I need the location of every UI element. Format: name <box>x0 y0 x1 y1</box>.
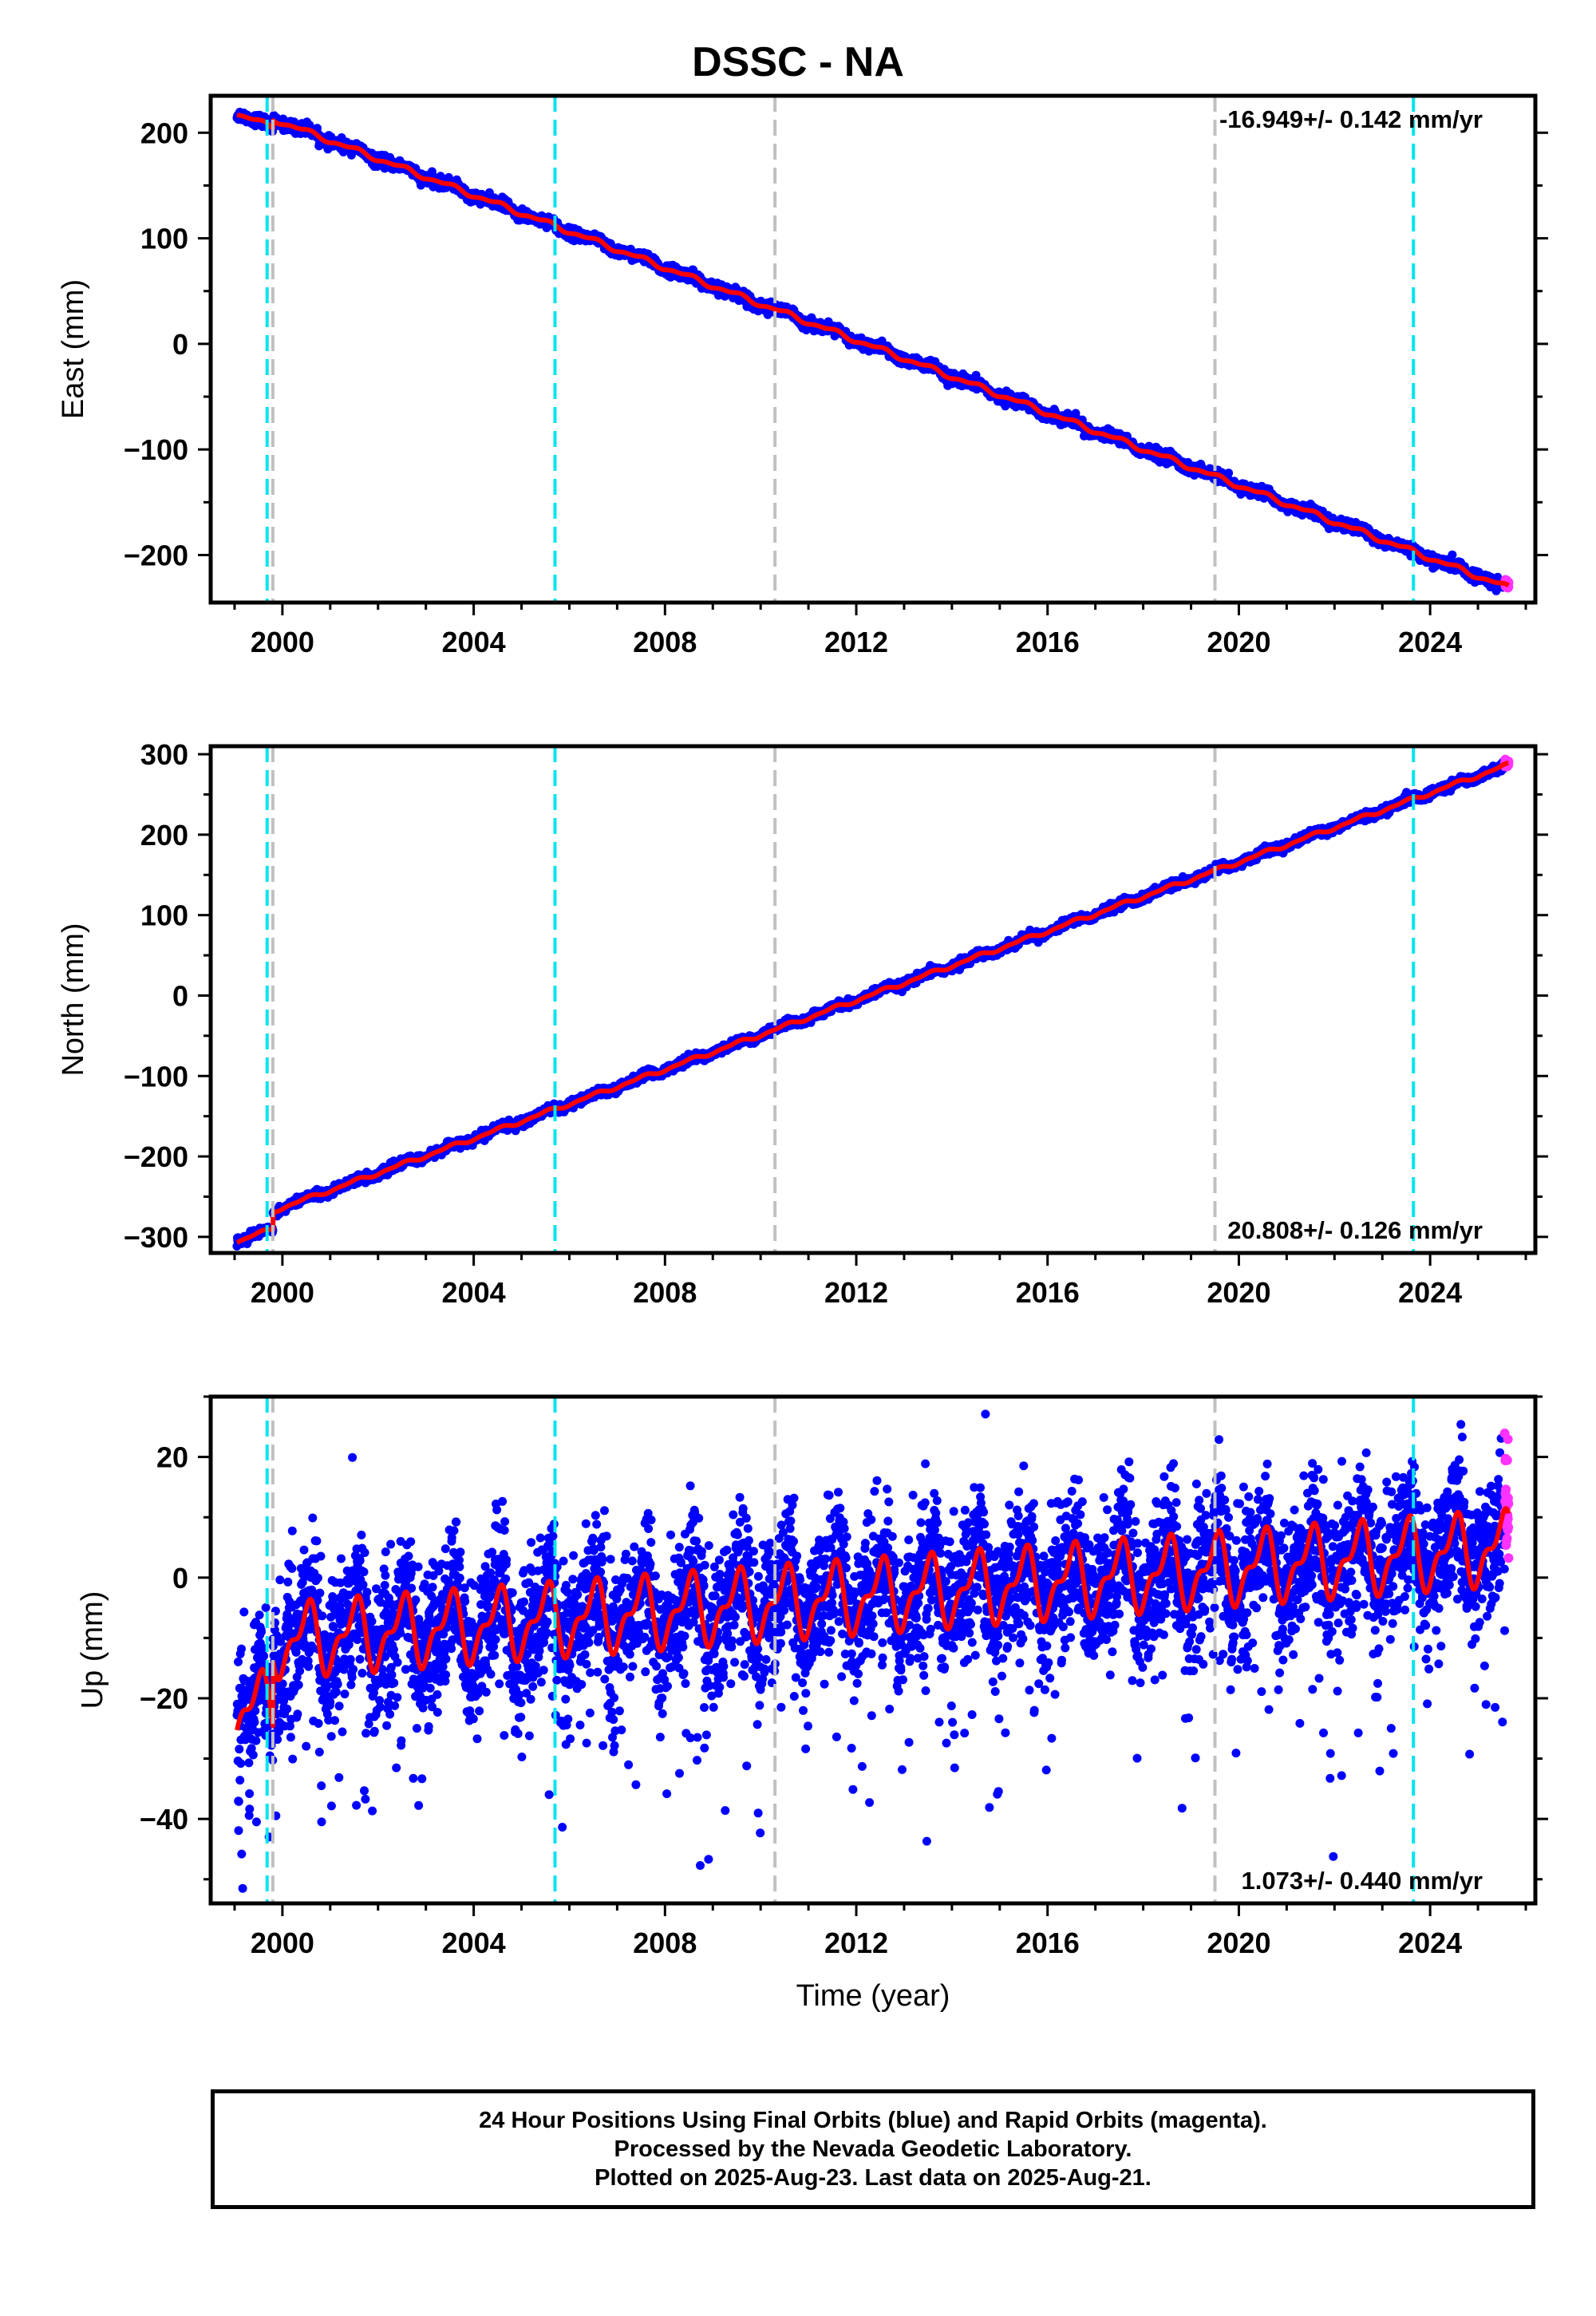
y-axis-label: East (mm) <box>57 279 90 419</box>
plot-area <box>232 754 1514 1251</box>
plot-area <box>232 108 1514 595</box>
chart-title: DSSC - NA <box>692 39 904 85</box>
x-tick-label: 2016 <box>1016 626 1080 658</box>
x-tick-label: 2008 <box>633 626 697 658</box>
y-tick-label: −100 <box>124 433 188 466</box>
y-tick-label: 200 <box>140 117 188 149</box>
final-orbit-point <box>1448 550 1457 559</box>
panel-north: 2000 2004 2008 2012 2016 2020 20243002001000−1… <box>57 738 1548 1309</box>
panel-east: 2000 2004 2008 2012 2016 2020 2024 200 100 0 −100 −… <box>57 93 1548 658</box>
x-tick-label: 2000 <box>251 626 314 658</box>
final-orbit-point <box>1224 468 1234 478</box>
x-tick-label: 2004 <box>442 626 506 658</box>
x-tick-label: 2020 <box>1207 626 1270 658</box>
x-tick-label: 2024 <box>1398 626 1462 658</box>
y-tick-label: −200 <box>124 539 188 571</box>
rate-annotation: -16.949+/- 0.142 mm/yr <box>1219 105 1483 133</box>
y-tick-label: 0 <box>172 328 188 361</box>
x-tick-label: 2012 <box>824 626 888 658</box>
y-tick-label: 100 <box>140 223 188 255</box>
